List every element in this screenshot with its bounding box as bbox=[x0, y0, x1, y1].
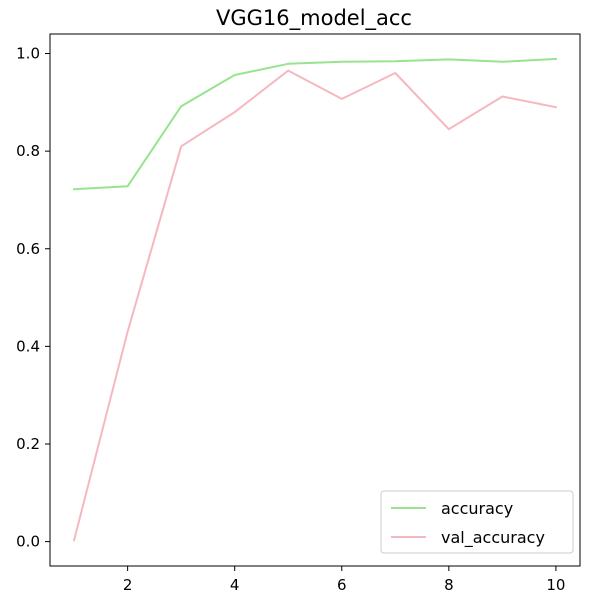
series-line-val-accuracy bbox=[72, 69, 558, 542]
x-axis: 2 4 6 8 10 bbox=[123, 566, 565, 594]
y-tick-label: 0.4 bbox=[16, 337, 40, 355]
plot-frame bbox=[49, 33, 581, 567]
legend-accuracy-label: accuracy bbox=[441, 499, 513, 518]
y-tick-label: 0.0 bbox=[16, 533, 40, 551]
series-layer bbox=[72, 57, 558, 542]
legend-box bbox=[380, 490, 574, 554]
x-tick-label: 6 bbox=[337, 576, 347, 594]
y-tick-label: 1.0 bbox=[16, 45, 40, 63]
y-tick-label: 0.2 bbox=[16, 435, 40, 453]
series-line-accuracy bbox=[73, 57, 557, 191]
legend-val-accuracy-label: val_accuracy bbox=[441, 528, 545, 548]
y-tick-label: 0.8 bbox=[16, 142, 40, 160]
chart-title: VGG16_model_acc bbox=[216, 6, 412, 31]
x-tick-label: 2 bbox=[123, 576, 133, 594]
y-tick-label: 0.6 bbox=[16, 240, 40, 258]
legend: accuracy val_accuracy bbox=[380, 490, 574, 554]
x-tick-label: 8 bbox=[444, 576, 454, 594]
x-tick-label: 10 bbox=[546, 576, 565, 594]
x-tick-label: 4 bbox=[230, 576, 240, 594]
y-axis: 0.0 0.2 0.4 0.6 0.8 1.0 bbox=[16, 45, 50, 551]
